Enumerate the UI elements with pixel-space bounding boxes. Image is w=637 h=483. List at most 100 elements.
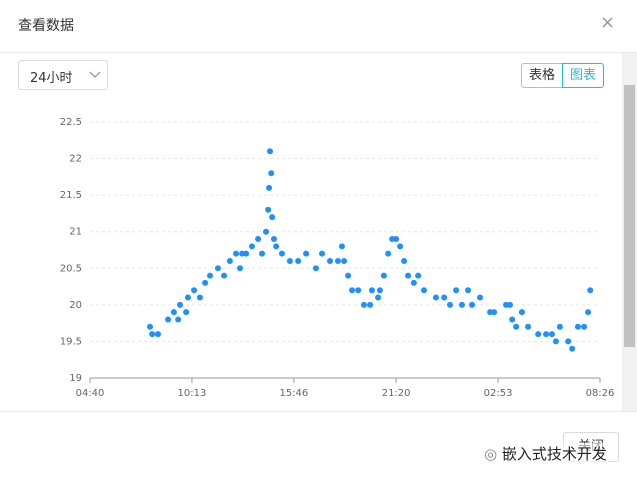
data-point bbox=[405, 272, 412, 279]
data-point bbox=[243, 250, 250, 257]
data-point bbox=[375, 294, 382, 301]
data-point bbox=[410, 279, 417, 286]
divider bbox=[0, 411, 637, 412]
data-point bbox=[338, 243, 345, 250]
y-tick-label: 21 bbox=[69, 227, 82, 238]
data-point bbox=[154, 331, 161, 338]
data-point bbox=[295, 257, 302, 264]
data-point bbox=[263, 228, 270, 235]
data-point bbox=[177, 301, 183, 308]
data-point bbox=[415, 272, 422, 279]
data-point bbox=[380, 272, 387, 279]
data-point bbox=[587, 287, 594, 294]
data-point bbox=[465, 287, 472, 294]
data-point bbox=[349, 287, 356, 294]
data-point bbox=[278, 250, 285, 257]
data-point bbox=[525, 323, 532, 330]
data-point bbox=[355, 287, 362, 294]
data-point bbox=[507, 301, 513, 308]
data-point bbox=[543, 331, 550, 338]
data-point bbox=[233, 250, 240, 257]
data-point bbox=[202, 279, 209, 286]
chevron bbox=[89, 71, 101, 78]
data-point bbox=[552, 338, 559, 345]
data-point bbox=[367, 301, 374, 308]
data-point bbox=[393, 236, 400, 243]
data-point bbox=[401, 257, 408, 264]
scrollbar[interactable] bbox=[622, 53, 637, 411]
chart: 19 19.5 20 20.5 21 21.5 22 22.5 04:40 10:13 15:46 2… bbox=[60, 117, 615, 399]
data-point bbox=[345, 272, 352, 279]
y-tick-label: 20 bbox=[69, 300, 82, 311]
data-point bbox=[509, 316, 516, 323]
data-point bbox=[273, 243, 280, 250]
data-point bbox=[581, 323, 588, 330]
data-point bbox=[574, 323, 581, 330]
data-point bbox=[458, 301, 465, 308]
y-tick-label: 22.5 bbox=[60, 117, 82, 128]
data-point bbox=[196, 294, 203, 301]
data-point bbox=[237, 265, 243, 272]
data-point bbox=[585, 309, 592, 316]
data-point bbox=[170, 309, 177, 316]
data-point bbox=[267, 148, 273, 155]
data-point bbox=[286, 257, 293, 264]
watermark-text: 嵌入式技术开发 bbox=[501, 445, 607, 463]
data-point bbox=[303, 250, 310, 257]
data-point bbox=[360, 301, 367, 308]
data-point bbox=[149, 331, 156, 338]
data-point bbox=[535, 331, 542, 338]
data-point bbox=[513, 323, 520, 330]
y-tick-label: 20.5 bbox=[60, 263, 82, 274]
data-point bbox=[397, 243, 404, 250]
y-tick-label: 21.5 bbox=[60, 190, 82, 201]
data-point bbox=[248, 243, 255, 250]
y-tick-label: 22 bbox=[69, 154, 82, 165]
data-point bbox=[319, 250, 326, 257]
y-tick-label: 19 bbox=[69, 373, 82, 384]
data-point bbox=[569, 345, 576, 352]
data-point bbox=[469, 301, 476, 308]
data-point bbox=[518, 309, 525, 316]
data-point bbox=[368, 287, 375, 294]
data-point bbox=[147, 323, 153, 330]
tab-chart[interactable]: 图表 bbox=[562, 63, 604, 88]
x-tick-label: 04:40 bbox=[76, 388, 105, 399]
data-point bbox=[183, 309, 190, 316]
data-point bbox=[453, 287, 460, 294]
data-point bbox=[420, 287, 427, 294]
y-tick-label: 19.5 bbox=[60, 336, 82, 347]
data-point bbox=[376, 287, 383, 294]
data-point bbox=[269, 214, 276, 221]
x-tick-label: 21:20 bbox=[382, 388, 411, 399]
data-point bbox=[268, 170, 275, 177]
data-point bbox=[327, 257, 333, 264]
data-point bbox=[255, 236, 262, 243]
x-tick-label: 08:26 bbox=[586, 388, 615, 399]
close-icon[interactable]: × bbox=[600, 12, 616, 33]
range-select[interactable]: 24小时 bbox=[18, 60, 108, 90]
data-point bbox=[207, 272, 213, 279]
data-point bbox=[165, 316, 172, 323]
data-point bbox=[259, 250, 266, 257]
data-point bbox=[214, 265, 221, 272]
data-point bbox=[184, 294, 191, 301]
range-select-text: 24小时 bbox=[30, 71, 73, 86]
data-point bbox=[266, 184, 273, 191]
x-tick-label: 10:13 bbox=[178, 388, 207, 399]
data-point bbox=[270, 236, 277, 243]
data-point bbox=[341, 257, 348, 264]
data-point bbox=[477, 294, 483, 301]
watermark: ◎ 嵌入式技术开发 bbox=[482, 443, 609, 464]
data-point bbox=[385, 250, 392, 257]
data-point bbox=[447, 301, 453, 308]
data-point bbox=[556, 323, 563, 330]
data-point bbox=[565, 338, 572, 345]
dialog-title: 查看数据 bbox=[18, 18, 74, 34]
data-point bbox=[265, 206, 272, 213]
data-point bbox=[221, 272, 228, 279]
tab-table[interactable]: 表格 bbox=[521, 63, 563, 88]
data-point bbox=[226, 257, 233, 264]
scrollbar-thumb[interactable] bbox=[624, 85, 635, 347]
